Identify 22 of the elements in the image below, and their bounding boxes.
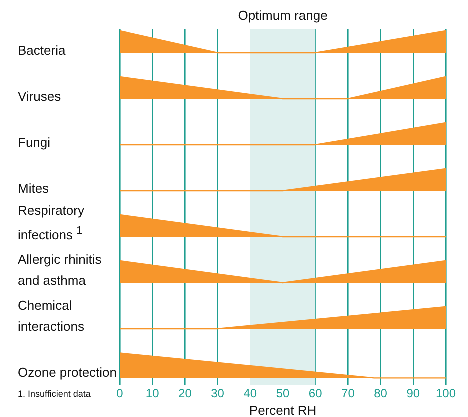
band-label: Optimum range — [238, 8, 328, 24]
text: 1. Insufficient data — [18, 389, 91, 399]
x-tick-label: 100 — [436, 386, 456, 401]
x-tick-label: 10 — [146, 386, 160, 401]
x-tick-label: 30 — [211, 386, 225, 401]
chart-title: Allergic rhinitis and asthma — [18, 251, 103, 290]
x-tick-label: 40 — [244, 386, 258, 401]
x-tick-label: 80 — [374, 386, 388, 401]
chart-title: Chemical interactions — [18, 297, 86, 336]
text: Ozone protection — [18, 364, 118, 382]
text: Mites — [18, 180, 50, 198]
x-tick-label: 0 — [116, 386, 124, 401]
text: Viruses — [18, 88, 62, 106]
text: Bacteria — [18, 42, 67, 60]
text: Fungi — [18, 134, 52, 152]
x-tick-label: 60 — [308, 386, 323, 401]
x-tick-label: 70 — [342, 386, 356, 401]
x-tick-label: 50 — [276, 386, 290, 401]
x-tick-label: 90 — [406, 386, 420, 401]
chart-title: Respiratory infections $^{1}$ — [18, 202, 86, 244]
x-tick-label: 20 — [178, 386, 192, 401]
x-axis-title: Percent RH — [249, 402, 317, 417]
